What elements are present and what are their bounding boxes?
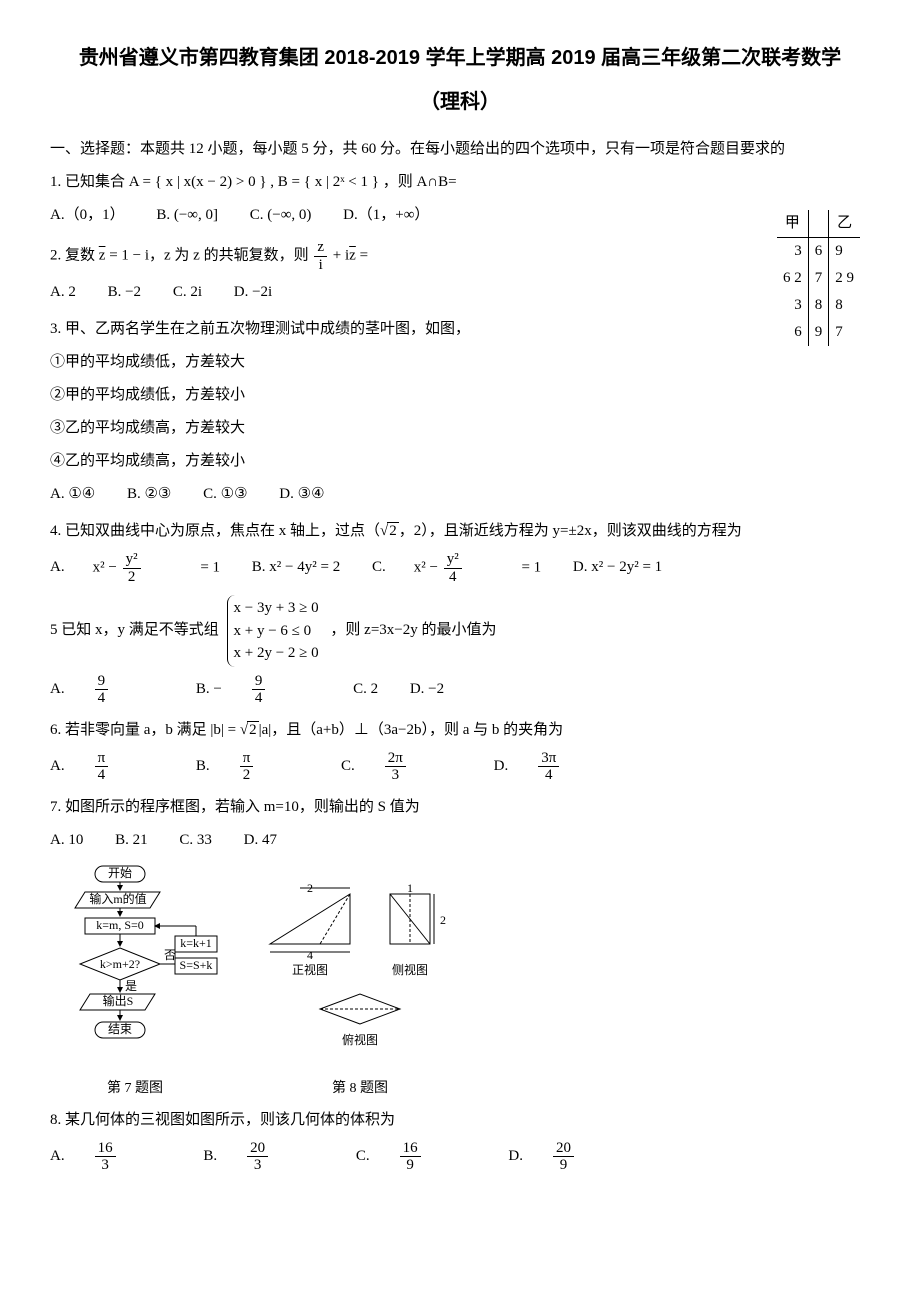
q2-C: C. 2i [173, 279, 202, 306]
q7-stem: 7. 如图所示的程序框图，若输入 m=10，则输出的 S 值为 [50, 794, 870, 821]
q6-C: C. 2π3 [341, 750, 462, 784]
q4-C: C. x² − y²4 = 1 [372, 551, 541, 585]
q1-A: A.（0，1） [50, 202, 125, 229]
q3-stem: 3. 甲、乙两名学生在之前五次物理测试中成绩的茎叶图，如图， [50, 316, 870, 343]
svg-text:S=S+k: S=S+k [180, 958, 213, 972]
three-views: 2 4 正视图 1 2 侧视图 俯视图 第 8 题图 [260, 884, 460, 1101]
q6-options: A. π4 B. π2 C. 2π3 D. 3π4 [50, 750, 870, 784]
q5-A: A. 94 [50, 673, 164, 707]
q5-D: D. −2 [410, 676, 444, 703]
svg-text:输入m的值: 输入m的值 [89, 891, 146, 906]
frac-z-i: zi [314, 239, 327, 273]
svg-text:是: 是 [125, 979, 137, 993]
q3-l1: ①甲的平均成绩低，方差较大 [50, 349, 870, 376]
section-header: 一、选择题：本题共 12 小题，每小题 5 分，共 60 分。在每小题给出的四个… [50, 136, 870, 163]
q4-B: B. x² − 4y² = 2 [252, 554, 340, 581]
q8-D: D. 209 [508, 1140, 630, 1174]
q2-A: A. 2 [50, 279, 76, 306]
svg-text:俯视图: 俯视图 [342, 1032, 378, 1047]
flow-caption: 第 7 题图 [50, 1076, 220, 1101]
q2-options: A. 2 B. −2 C. 2i D. −2i [50, 279, 870, 306]
svg-text:k>m+2?: k>m+2? [100, 957, 140, 971]
q6-A: A. π4 [50, 750, 164, 784]
q1-options: A.（0，1） B. (−∞, 0] C. (−∞, 0) D.（1，+∞） [50, 202, 870, 229]
q3-options: A. ①④ B. ②③ C. ①③ D. ③④ [50, 481, 870, 508]
views-caption: 第 8 题图 [260, 1076, 460, 1101]
q5-stem: 5 已知 x，y 满足不等式组 x − 3y + 3 ≥ 0 x + y − 6… [50, 595, 870, 667]
q7-A: A. 10 [50, 827, 83, 854]
q1-stem: 1. 已知集合 A = { x | x(x − 2) > 0 } , B = {… [50, 169, 870, 196]
q5-options: A. 94 B. −94 C. 2 D. −2 [50, 673, 870, 707]
svg-text:k=k+1: k=k+1 [180, 936, 212, 950]
q3-l2: ②甲的平均成绩低，方差较小 [50, 382, 870, 409]
stemleaf-plot: 甲乙 369 6 272 9 388 697 [777, 210, 860, 346]
svg-text:1: 1 [407, 884, 413, 895]
svg-text:4: 4 [307, 948, 313, 962]
q7-B: B. 21 [115, 827, 148, 854]
svg-text:否: 否 [164, 948, 176, 962]
q7-options: A. 10 B. 21 C. 33 D. 47 [50, 827, 870, 854]
page-subtitle: （理科） [50, 84, 870, 120]
q2-D: D. −2i [234, 279, 272, 306]
q4-options: A. x² − y²2 = 1 B. x² − 4y² = 2 C. x² − … [50, 551, 870, 585]
q7-D: D. 47 [244, 827, 277, 854]
q4-stem: 4. 已知双曲线中心为原点，焦点在 x 轴上，过点（2，2），且渐近线方程为 y… [50, 518, 870, 545]
q3-l3: ③乙的平均成绩高，方差较大 [50, 415, 870, 442]
q1-B: B. (−∞, 0] [156, 202, 218, 229]
q6-stem: 6. 若非零向量 a，b 满足 |b| = 2|a|，且（a+b）⊥（3a−2b… [50, 717, 870, 744]
q5-C: C. 2 [353, 676, 378, 703]
q3-l4: ④乙的平均成绩高，方差较小 [50, 448, 870, 475]
svg-text:k=m, S=0: k=m, S=0 [96, 918, 144, 932]
q4-D: D. x² − 2y² = 1 [573, 554, 662, 581]
flowchart: 开始 输入m的值 k=m, S=0 k>m+2? 否 k=k+1 S=S+k [50, 864, 220, 1101]
svg-text:结束: 结束 [108, 1022, 132, 1036]
q8-B: B. 203 [203, 1140, 324, 1174]
q8-A: A. 163 [50, 1140, 172, 1174]
q7-C: C. 33 [179, 827, 212, 854]
q1-C: C. (−∞, 0) [250, 202, 312, 229]
q3-A: A. ①④ [50, 481, 95, 508]
svg-text:输出S: 输出S [103, 993, 134, 1008]
q5-B: B. −94 [196, 673, 321, 707]
q1-D: D.（1，+∞） [343, 202, 429, 229]
svg-text:2: 2 [307, 884, 313, 895]
q8-stem: 8. 某几何体的三视图如图所示，则该几何体的体积为 [50, 1107, 870, 1134]
svg-text:侧视图: 侧视图 [392, 962, 428, 977]
svg-text:正视图: 正视图 [292, 962, 328, 977]
q4-A: A. x² − y²2 = 1 [50, 551, 220, 585]
q2-stem: 2. 复数 z = 1 − i，z 为 z 的共轭复数，则 zi + iz = [50, 239, 870, 273]
q2-B: B. −2 [108, 279, 141, 306]
q3-B: B. ②③ [127, 481, 171, 508]
svg-text:2: 2 [440, 913, 446, 927]
q8-options: A. 163 B. 203 C. 169 D. 209 [50, 1140, 870, 1174]
q5-system: x − 3y + 3 ≥ 0 x + y − 6 ≤ 0 x + 2y − 2 … [227, 595, 323, 667]
q6-D: D. 3π4 [494, 750, 616, 784]
page-title: 贵州省遵义市第四教育集团 2018-2019 学年上学期高 2019 届高三年级… [50, 40, 870, 76]
q3-C: C. ①③ [203, 481, 247, 508]
q8-C: C. 169 [356, 1140, 477, 1174]
q6-B: B. π2 [196, 750, 309, 784]
q3-D: D. ③④ [279, 481, 324, 508]
svg-text:开始: 开始 [108, 866, 132, 880]
